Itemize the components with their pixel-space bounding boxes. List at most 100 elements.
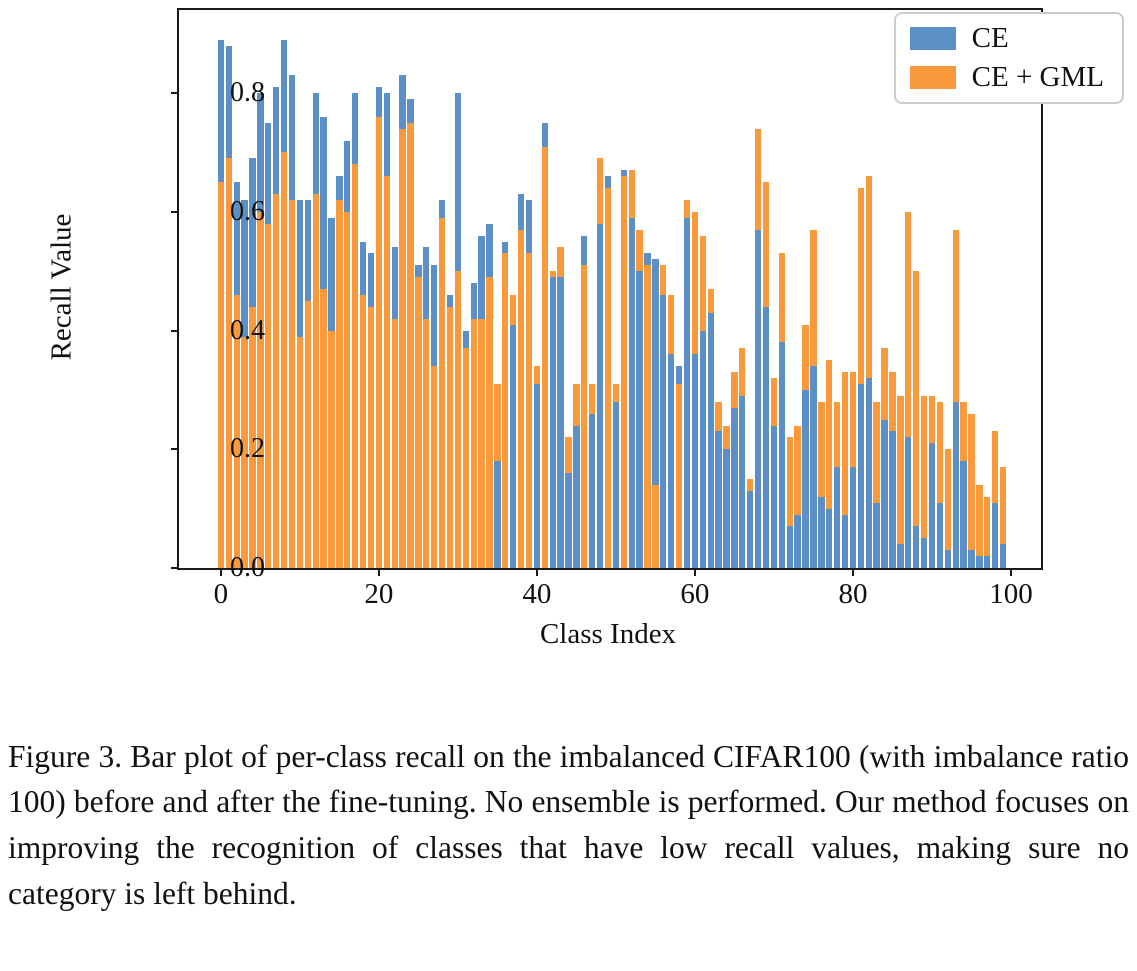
bar-ce-gml [786,437,793,568]
bar-ce [739,395,746,568]
bar-ce-gml [225,158,232,568]
bar-ce [802,389,809,568]
y-tick-label: 0.2 [230,433,265,465]
bar-ce [573,425,580,568]
bar-ce-gml [415,277,422,568]
bar-ce [636,271,643,568]
bar-ce [762,306,770,568]
bar-ce-gml [620,176,627,568]
bar-ce [984,556,991,568]
bar-ce-gml [352,164,359,568]
bar-ce [699,330,706,568]
bar-ce [920,538,928,568]
bar-ce-gml [288,199,296,568]
bar-ce [992,502,999,568]
bar-ce-gml [517,229,525,568]
bar-ce [928,443,936,568]
bar-ce-gml [462,348,469,568]
bar-ce-gml [984,496,991,568]
bar-ce [976,556,983,568]
bar-ce [596,223,604,568]
bar-ce [683,217,691,568]
bar-ce-gml [391,318,398,568]
bars-layer [179,10,1041,568]
bar-ce-gml [241,336,248,568]
bar-ce [691,354,699,568]
bar-ce-gml [675,383,683,568]
bar-ce [549,277,556,568]
bar-ce-gml [976,484,983,568]
x-tick-label: 100 [989,578,1033,610]
bar-ce [810,366,817,568]
x-tick-label: 80 [838,578,868,610]
bar-ce [873,502,880,568]
bar-ce-gml [446,306,454,568]
bar-ce [960,461,967,568]
bar-ce-gml [431,366,438,568]
bar-ce-gml [841,372,849,568]
bar-ce-gml [296,336,304,568]
bar-ce-gml [897,395,904,568]
bar-ce [533,383,541,568]
y-tick-mark [171,567,179,569]
bar-ce [510,324,517,568]
bar-ce [857,383,864,568]
bar-ce-gml [328,330,335,568]
x-tick-mark [851,568,854,576]
bar-ce-gml [280,152,288,568]
bar-ce-gml [383,176,390,568]
bar-ce [794,514,801,568]
bar-ce [557,277,564,568]
bar-ce-gml [999,467,1007,568]
bar-ce-gml [375,116,383,568]
bar-ce [865,378,872,568]
x-tick-label: 20 [364,578,394,610]
bar-ce-gml [359,294,367,568]
bar-ce-gml [604,188,612,568]
x-tick-mark [535,568,538,576]
bar-ce-gml [217,182,225,568]
y-tick-label: 0.0 [230,552,265,583]
bar-ce [944,550,951,568]
bar-ce [565,473,572,568]
bar-ce-gml [407,122,414,568]
x-tick-label: 40 [522,578,552,610]
bar-ce-gml [304,300,311,568]
bar-ce [494,461,501,568]
bar-ce-gml [454,271,462,568]
bar-ce [913,526,920,568]
bar-ce-gml [233,294,240,568]
x-tick-mark [219,568,222,576]
bar-ce [786,526,793,568]
bar-ce [889,431,896,568]
bar-ce [826,508,833,568]
bar-ce [715,431,722,568]
bar-ce [660,294,667,568]
bar-ce-gml [502,253,509,568]
bar-ce-gml [857,188,864,568]
bar-ce [818,496,825,568]
bar-ce-gml [541,146,548,568]
bar-ce [707,312,714,568]
y-axis-title: Recall Value [45,213,78,361]
bar-ce-gml [344,211,351,568]
x-tick-mark [1009,568,1012,576]
bar-ce-gml [470,318,477,568]
legend-item-ce: CE [909,24,1104,53]
y-tick-mark [171,448,179,451]
x-tick-mark [377,568,380,576]
y-tick-mark [171,329,179,332]
bar-ce [905,437,912,568]
figure-caption: Figure 3. Bar plot of per-class recall o… [8,738,1129,912]
x-tick-mark [693,568,696,576]
bar-ce-gml [525,253,533,568]
x-tick-label: 60 [680,578,710,610]
bar-ce [999,544,1007,568]
bar-ce-gml [367,306,375,568]
bar-ce-gml [478,318,485,568]
bar-ce-gml [826,360,833,568]
bar-ce [936,502,944,568]
bar-ce-gml [905,211,912,568]
bar-ce-gml [920,395,928,568]
y-tick-label: 0.6 [230,195,265,227]
